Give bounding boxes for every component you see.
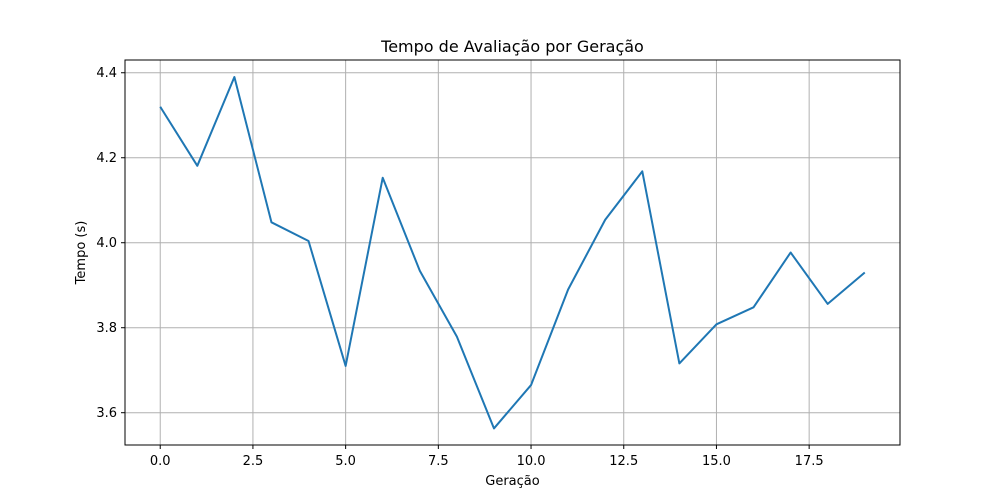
x-tick-label: 15.0 <box>702 454 731 469</box>
x-axis-label: Geração <box>485 474 539 489</box>
x-tick-label: 17.5 <box>795 454 824 469</box>
series-layer <box>159 76 866 430</box>
x-tick-label: 7.5 <box>428 454 449 469</box>
x-tick-label: 12.5 <box>609 454 638 469</box>
chart-title: Tempo de Avaliação por Geração <box>380 37 644 56</box>
x-tick-label: 10.0 <box>517 454 546 469</box>
y-axis-label: Tempo (s) <box>74 221 89 286</box>
y-tick-label: 4.4 <box>96 66 117 81</box>
plot-frame <box>124 59 901 446</box>
y-tick-label: 4.0 <box>96 236 117 251</box>
y-tick-label: 3.6 <box>96 406 117 421</box>
y-tick-label: 3.8 <box>96 321 117 336</box>
ticks: 0.0 2.5 5.0 7.5 10.0 12.5 15.0 17.5 3.6 3.8 4.0 4.2… <box>96 66 823 469</box>
grid <box>125 60 900 445</box>
x-tick-label: 2.5 <box>243 454 264 469</box>
y-tick-label: 4.2 <box>96 151 117 166</box>
x-tick-label: 5.0 <box>335 454 356 469</box>
x-tick-label: 0.0 <box>150 454 171 469</box>
series-line <box>159 76 866 430</box>
